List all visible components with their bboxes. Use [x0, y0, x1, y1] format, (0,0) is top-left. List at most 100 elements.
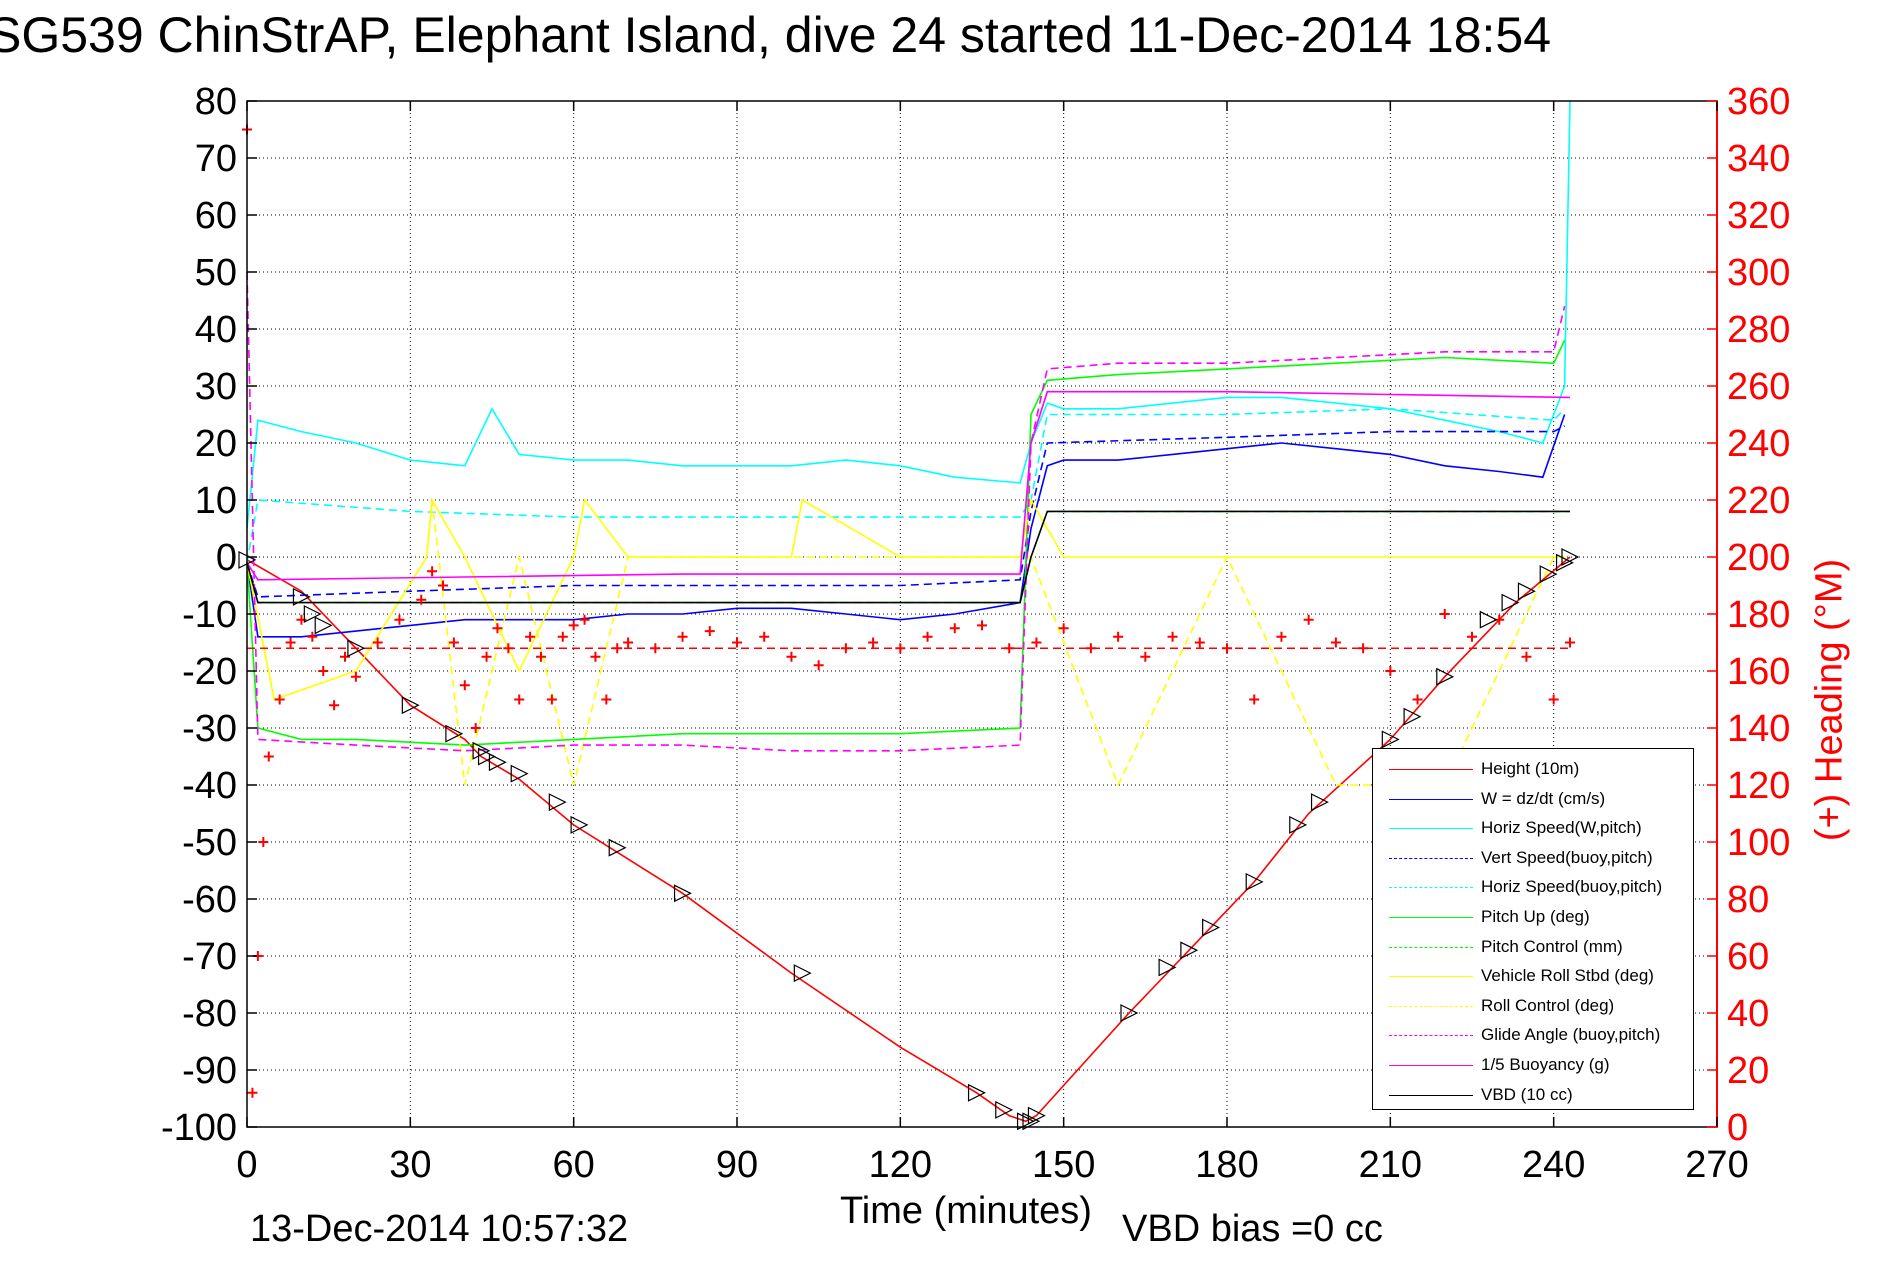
x-tick-label: 210	[1359, 1144, 1422, 1186]
height-marker	[401, 696, 420, 715]
y-right-tick-label: 240	[1727, 423, 1790, 465]
y-right-tick-label: 20	[1727, 1050, 1769, 1092]
heading-point	[350, 671, 361, 682]
y-right-tick-label: 360	[1727, 81, 1790, 123]
x-tick-label: 0	[236, 1144, 257, 1186]
heading-point	[263, 751, 274, 762]
series-line	[246, 390, 1571, 581]
y-tick-label: -90	[182, 1050, 237, 1092]
y-right-tick-label: 200	[1727, 537, 1790, 579]
y-right-tick-label: 120	[1727, 765, 1790, 807]
height-marker	[292, 587, 311, 606]
y-tick-label: -30	[182, 708, 237, 750]
y-tick-label: -60	[182, 879, 237, 921]
y-right-tick-label: 280	[1727, 309, 1790, 351]
y-tick-label: 10	[195, 480, 237, 522]
heading-point	[372, 637, 383, 648]
y-tick-label: -70	[182, 936, 237, 978]
heading-point	[525, 631, 536, 642]
x-tick-label: 120	[869, 1144, 932, 1186]
legend-swatch	[1389, 917, 1473, 918]
heading-point	[977, 620, 987, 631]
x-tick-label: 240	[1522, 1144, 1585, 1186]
heading-point	[459, 680, 470, 691]
heading-point	[258, 837, 269, 847]
x-tick-label: 60	[553, 1144, 595, 1186]
y-tick-label: 0	[216, 537, 237, 579]
y-right-tick-label: 80	[1727, 879, 1769, 921]
legend-swatch	[1389, 1035, 1473, 1037]
series-line	[246, 407, 1566, 563]
x-tick-label: 90	[716, 1144, 758, 1186]
series-line	[246, 100, 1571, 529]
heading-point	[514, 694, 525, 705]
heading-point	[868, 637, 879, 648]
legend-swatch	[1389, 1094, 1473, 1096]
height-marker	[1016, 1112, 1035, 1131]
height-marker	[1479, 610, 1498, 629]
heading-point	[448, 637, 459, 648]
heading-point	[340, 651, 350, 662]
heading-series-group	[242, 124, 1575, 1098]
legend-label: Pitch Up (deg)	[1481, 907, 1590, 926]
y-right-tick-label: 300	[1727, 252, 1790, 294]
heading-point	[759, 631, 770, 642]
heading-point	[704, 626, 715, 637]
series-line	[246, 497, 1565, 701]
heading-point	[318, 666, 329, 676]
heading-point	[1565, 637, 1575, 648]
heading-point	[1140, 651, 1151, 662]
heading-point	[568, 620, 579, 631]
height-marker	[1289, 815, 1308, 834]
height-marker	[1436, 667, 1455, 686]
heading-point	[492, 623, 503, 634]
series-line	[246, 556, 1571, 1123]
heading-point	[813, 660, 824, 671]
legend-swatch	[1389, 887, 1473, 889]
heading-point	[481, 651, 492, 662]
y-right-tick-label: 160	[1727, 651, 1790, 693]
heading-point	[1004, 643, 1015, 654]
legend-label: W = dz/dt (cm/s)	[1481, 788, 1606, 808]
height-marker	[1517, 582, 1536, 601]
legend-entry: Horiz Speed(buoy,pitch)	[1373, 873, 1693, 903]
series-line	[246, 340, 1566, 746]
height-marker	[1158, 958, 1177, 977]
y-tick-label: 70	[195, 138, 237, 180]
height-marker	[1381, 730, 1400, 749]
legend-label: Glide Angle (buoy,pitch)	[1481, 1025, 1661, 1045]
legend-swatch	[1389, 798, 1473, 800]
heading-point	[612, 643, 623, 654]
heading-point	[1439, 609, 1450, 619]
legend-entry: Glide Angle (buoy,pitch)	[1373, 1021, 1693, 1051]
height-marker	[1501, 593, 1520, 612]
y-tick-label: 50	[195, 252, 237, 294]
heading-point	[601, 694, 612, 705]
legend-label: Pitch Control (mm)	[1481, 936, 1623, 956]
height-marker	[347, 639, 366, 658]
heading-point	[1249, 694, 1260, 705]
height-marker	[608, 838, 627, 857]
legend-swatch	[1389, 1065, 1473, 1066]
y-tick-label: -20	[182, 651, 237, 693]
chart-title: SG539 ChinStrAP, Elephant Island, dive 2…	[0, 7, 1552, 63]
legend-label: Vehicle Roll Stbd (deg)	[1481, 966, 1654, 986]
y-right-tick-label: 0	[1727, 1107, 1748, 1149]
height-marker	[967, 1083, 986, 1102]
heading-point	[503, 643, 514, 654]
y-tick-label: -50	[182, 822, 237, 864]
heading-point	[307, 631, 318, 642]
legend-entry: Pitch Up (deg)	[1373, 903, 1693, 933]
heading-point	[840, 643, 851, 654]
heading-point	[1358, 643, 1369, 654]
legend-entry: W = dz/dt (cm/s)	[1373, 785, 1693, 815]
heading-point	[247, 1087, 258, 1098]
legend-label: Height (10m)	[1481, 759, 1580, 778]
height-marker	[1202, 918, 1221, 937]
height-marker	[1561, 548, 1580, 566]
height-marker	[1120, 1004, 1139, 1022]
heading-point	[274, 694, 285, 705]
y-tick-labels: 80 70 60 50 40 30 20 10 0 -10 -20 -30 -40 -50 -60 -70 -8…	[161, 81, 237, 1149]
heading-point	[557, 631, 568, 642]
y-right-tick-labels: 3603403203002802602402202001801601401201…	[1727, 81, 1790, 1149]
